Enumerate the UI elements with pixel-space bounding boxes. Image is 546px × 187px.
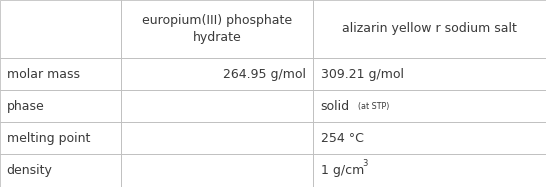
Bar bbox=[0, 0, 121, 58]
Text: 1 g/cm: 1 g/cm bbox=[321, 164, 364, 177]
Bar bbox=[0, 58, 121, 90]
Text: alizarin yellow r sodium salt: alizarin yellow r sodium salt bbox=[342, 22, 517, 36]
Bar bbox=[0, 154, 121, 187]
Bar bbox=[0, 122, 121, 154]
Bar bbox=[0, 90, 121, 122]
Bar bbox=[313, 58, 546, 90]
Text: 264.95 g/mol: 264.95 g/mol bbox=[223, 68, 306, 81]
Text: melting point: melting point bbox=[7, 132, 90, 145]
Text: 309.21 g/mol: 309.21 g/mol bbox=[321, 68, 403, 81]
Bar bbox=[121, 154, 313, 187]
Text: europium(III) phosphate
hydrate: europium(III) phosphate hydrate bbox=[142, 14, 292, 44]
Text: molar mass: molar mass bbox=[7, 68, 80, 81]
Bar bbox=[313, 0, 546, 58]
Bar bbox=[313, 90, 546, 122]
Text: density: density bbox=[7, 164, 52, 177]
Text: 254 °C: 254 °C bbox=[321, 132, 364, 145]
Bar bbox=[121, 0, 313, 58]
Bar bbox=[313, 154, 546, 187]
Bar bbox=[121, 58, 313, 90]
Text: (at STP): (at STP) bbox=[358, 102, 389, 111]
Text: 3: 3 bbox=[362, 159, 367, 168]
Bar bbox=[121, 90, 313, 122]
Text: phase: phase bbox=[7, 100, 44, 113]
Bar bbox=[121, 122, 313, 154]
Text: solid: solid bbox=[321, 100, 349, 113]
Bar bbox=[313, 122, 546, 154]
